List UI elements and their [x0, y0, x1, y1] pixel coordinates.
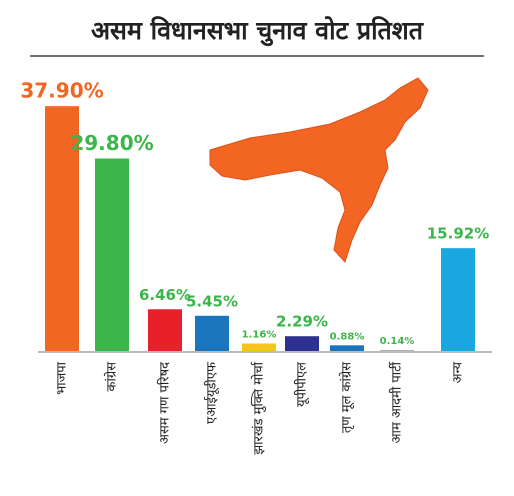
value-label: 5.45%: [186, 292, 238, 310]
value-label: 6.46%: [139, 286, 191, 304]
x-tick-label: भाजपा: [55, 361, 70, 395]
bar: [95, 158, 129, 351]
value-label: 0.88%: [330, 331, 365, 342]
bar: [45, 106, 79, 351]
value-label: 0.14%: [380, 336, 415, 347]
x-tick-label: यूपीपीएल: [294, 362, 310, 407]
x-tick-label: कांग्रेस: [104, 362, 120, 392]
value-label: 1.16%: [242, 330, 277, 341]
bar: [195, 315, 229, 351]
x-tick-label: अन्य: [451, 362, 466, 384]
bar: [242, 343, 276, 351]
x-tick-label: एआईयूडीएफ: [204, 361, 220, 424]
bar: [380, 350, 414, 351]
value-label: 37.90%: [20, 79, 103, 103]
x-tick-label: झारखंड मुक्ति मोर्चा: [251, 361, 267, 455]
value-label: 2.29%: [276, 313, 328, 331]
x-tick-label: असम गण परिषद: [157, 361, 173, 444]
x-tick-label: आम आदमी पार्टी: [389, 361, 405, 443]
value-label: 15.92%: [427, 225, 489, 243]
assam-map: [209, 77, 429, 263]
bar: [148, 309, 182, 351]
x-tick-label: तृण मूल कांग्रेस: [339, 362, 355, 433]
value-label: 29.80%: [70, 131, 153, 155]
bar: [441, 248, 475, 351]
bar: [330, 345, 364, 351]
chart-title: असम विधानसभा चुनाव वोट प्रतिशत: [91, 16, 425, 47]
bar: [285, 336, 319, 351]
